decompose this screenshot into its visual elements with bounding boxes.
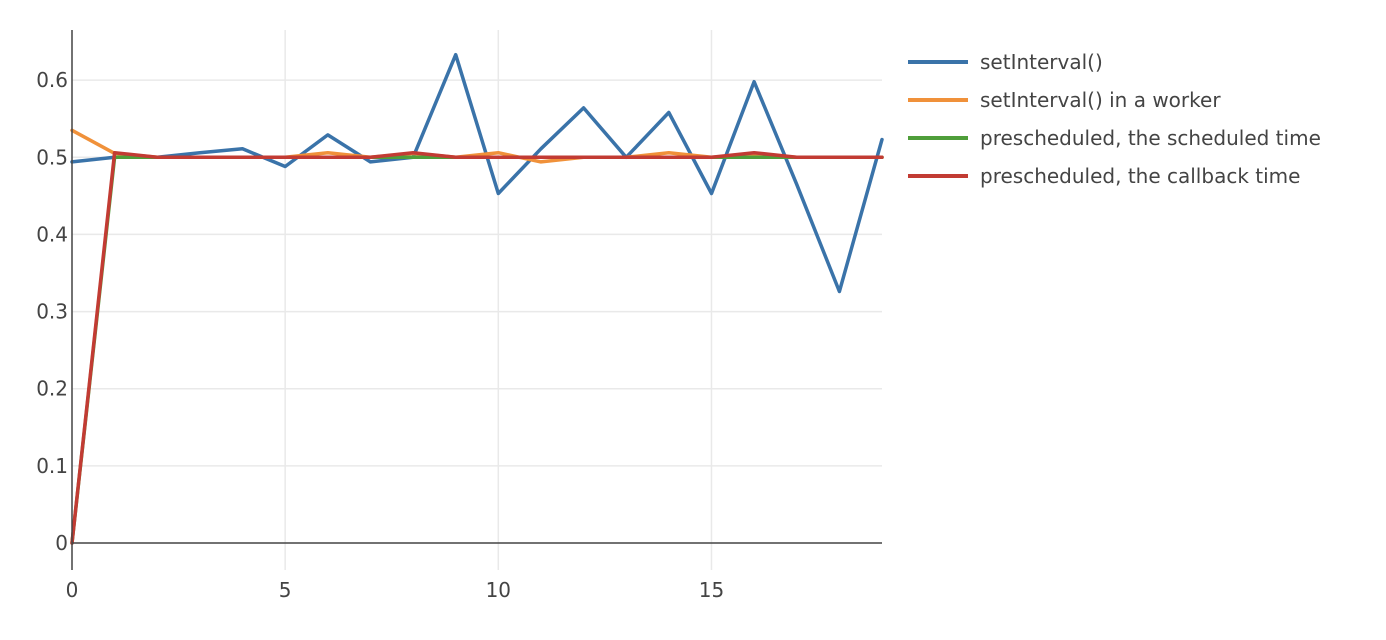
legend-item-1[interactable]: setInterval() — [908, 50, 1103, 74]
legend-item-3[interactable]: prescheduled, the scheduled time — [908, 126, 1321, 150]
y-tick-label: 0.1 — [36, 454, 68, 478]
legend-label: prescheduled, the scheduled time — [980, 126, 1321, 150]
series-lines — [70, 52, 884, 545]
legend-item-4[interactable]: prescheduled, the callback time — [908, 164, 1300, 188]
y-tick-label: 0.4 — [36, 222, 68, 246]
legend-item-2[interactable]: setInterval() in a worker — [908, 88, 1221, 112]
legend[interactable]: setInterval() setInterval() in a worker pr… — [908, 50, 1321, 188]
x-tick-label: 10 — [486, 578, 511, 602]
y-tick-label: 0.3 — [36, 300, 68, 324]
y-tick-label: 0.2 — [36, 377, 68, 401]
x-tick-label: 0 — [66, 578, 79, 602]
legend-label: setInterval() in a worker — [980, 88, 1221, 112]
gridlines — [72, 30, 882, 570]
legend-label: prescheduled, the callback time — [980, 164, 1300, 188]
y-tick-label: 0 — [55, 531, 68, 555]
series-line-4 — [70, 150, 884, 545]
x-tick-label: 5 — [279, 578, 292, 602]
series-line-3 — [70, 155, 884, 545]
axes — [71, 30, 882, 570]
legend-label: setInterval() — [980, 50, 1103, 74]
series-line-1 — [70, 52, 884, 294]
tick-labels: 0 0.1 0.2 0.3 0.4 0.5 0.6 0 5 10 15 — [36, 68, 724, 602]
x-tick-label: 15 — [699, 578, 724, 602]
y-tick-label: 0.6 — [36, 68, 68, 92]
y-tick-label: 0.5 — [36, 145, 68, 169]
